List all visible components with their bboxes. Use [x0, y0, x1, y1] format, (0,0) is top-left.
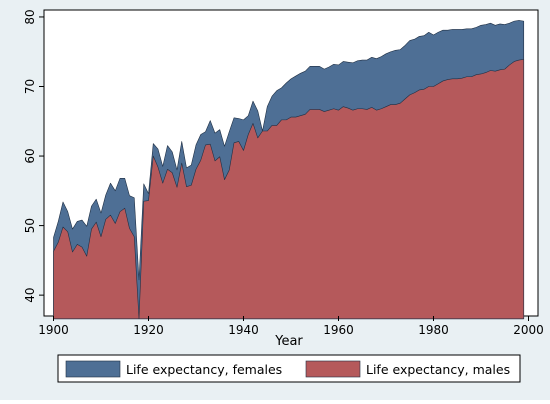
- x-tick-label: 1920: [133, 323, 164, 337]
- y-tick-label: 60: [23, 148, 37, 163]
- y-tick-label: 40: [23, 287, 37, 302]
- y-tick-label: 80: [23, 9, 37, 24]
- x-tick-label: 1900: [38, 323, 69, 337]
- x-tick-label: 2000: [513, 323, 544, 337]
- legend-entry-males-label: Life expectancy, males: [366, 362, 510, 377]
- legend-entry-females-label: Life expectancy, females: [126, 362, 282, 377]
- area-series-males: [53, 59, 525, 320]
- y-tick-label: 50: [23, 218, 37, 233]
- x-axis-title: Year: [274, 334, 303, 349]
- legend: Life expectancy, females Life expectancy,…: [57, 354, 521, 383]
- legend-entry-females-swatch: [65, 360, 121, 378]
- legend-entry-males-swatch: [305, 360, 361, 378]
- x-tick-label: 1980: [418, 323, 449, 337]
- y-tick-label: 70: [23, 79, 37, 94]
- series-layer: [53, 20, 525, 320]
- x-tick-label: 1940: [228, 323, 259, 337]
- x-tick-label: 1960: [323, 323, 354, 337]
- axis-layer: 1900 1920 1940 1960 1980 2000 40 50 60 70 80: [23, 9, 544, 337]
- legend-box: [57, 354, 521, 383]
